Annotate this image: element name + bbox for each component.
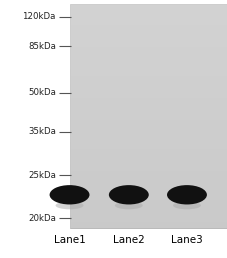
Text: Lane1: Lane1 [53, 235, 85, 245]
Text: 50kDa: 50kDa [28, 88, 56, 97]
Text: 25kDa: 25kDa [28, 171, 56, 180]
Text: 20kDa: 20kDa [28, 214, 56, 222]
Ellipse shape [166, 185, 206, 204]
Ellipse shape [55, 201, 83, 209]
Text: 85kDa: 85kDa [28, 42, 56, 51]
Ellipse shape [172, 201, 200, 209]
Ellipse shape [114, 201, 142, 209]
Ellipse shape [49, 185, 89, 204]
Text: Lane2: Lane2 [112, 235, 144, 245]
Ellipse shape [109, 185, 148, 204]
FancyBboxPatch shape [69, 4, 226, 228]
Text: Lane3: Lane3 [170, 235, 202, 245]
Text: 35kDa: 35kDa [28, 127, 56, 136]
Text: 120kDa: 120kDa [22, 12, 56, 21]
